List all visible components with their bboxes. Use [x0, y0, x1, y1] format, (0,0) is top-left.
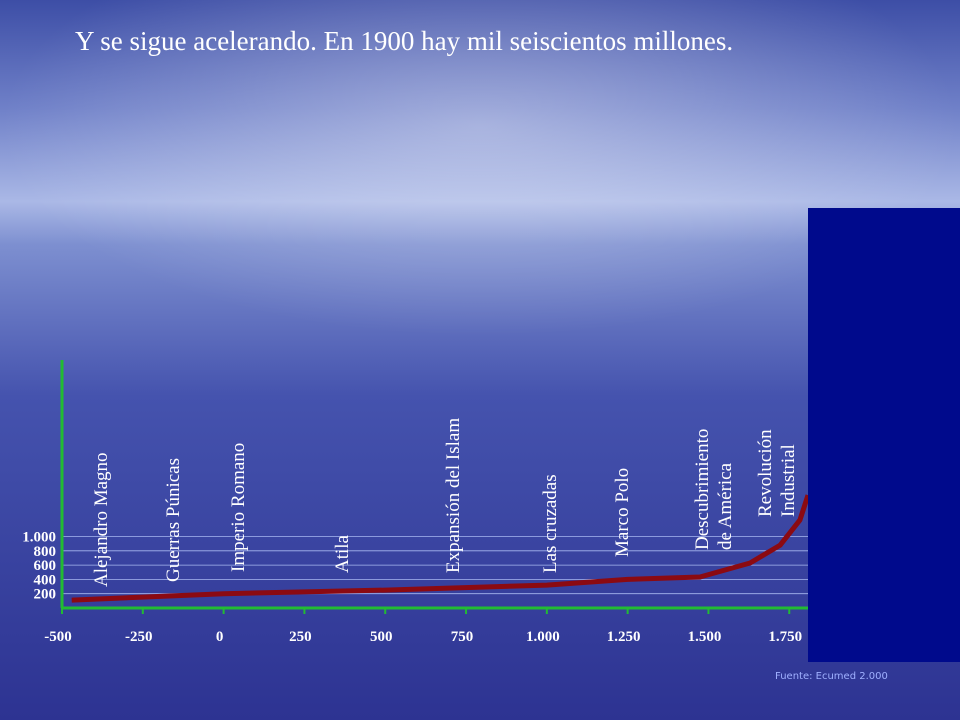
annotation: Industrial [778, 444, 799, 517]
source-note: Fuente: Ecumed 2.000 [775, 671, 888, 682]
y-tick-label: 800 [34, 544, 57, 560]
annotation: Imperio Romano [228, 443, 249, 572]
annotation: Las cruzadas [540, 474, 561, 573]
y-tick-label: 600 [34, 558, 57, 574]
x-tick-label: 1.250 [607, 629, 641, 645]
x-tick-label: 500 [370, 629, 393, 645]
annotation: Revolución [755, 429, 776, 517]
cover-panel [808, 208, 960, 662]
annotation: Marco Polo [612, 468, 633, 557]
annotation: Alejandro Magno [91, 452, 112, 587]
x-tick-label: -500 [44, 629, 72, 645]
annotation: Guerras Púnicas [163, 458, 184, 582]
x-tick-label: 250 [289, 629, 312, 645]
x-tick-label: 1.500 [688, 629, 722, 645]
x-tick-label: 1.750 [768, 629, 802, 645]
x-tick-label: -250 [125, 629, 153, 645]
chart-title: Y se sigue acelerando. En 1900 hay mil s… [75, 26, 733, 56]
annotation: Descubrimiento [692, 429, 713, 550]
x-tick-label: 0 [216, 629, 224, 645]
annotation: de América [715, 462, 736, 550]
y-tick-label: 400 [34, 572, 57, 588]
annotation: Expansión del Islam [443, 418, 464, 573]
annotation: Atila [332, 534, 353, 573]
x-tick-label: 1.000 [526, 629, 560, 645]
x-tick-label: 750 [451, 629, 474, 645]
y-tick-label: 1.000 [22, 530, 56, 546]
y-tick-label: 200 [34, 587, 57, 603]
background-glow [0, 0, 960, 420]
population-line [71, 494, 811, 603]
